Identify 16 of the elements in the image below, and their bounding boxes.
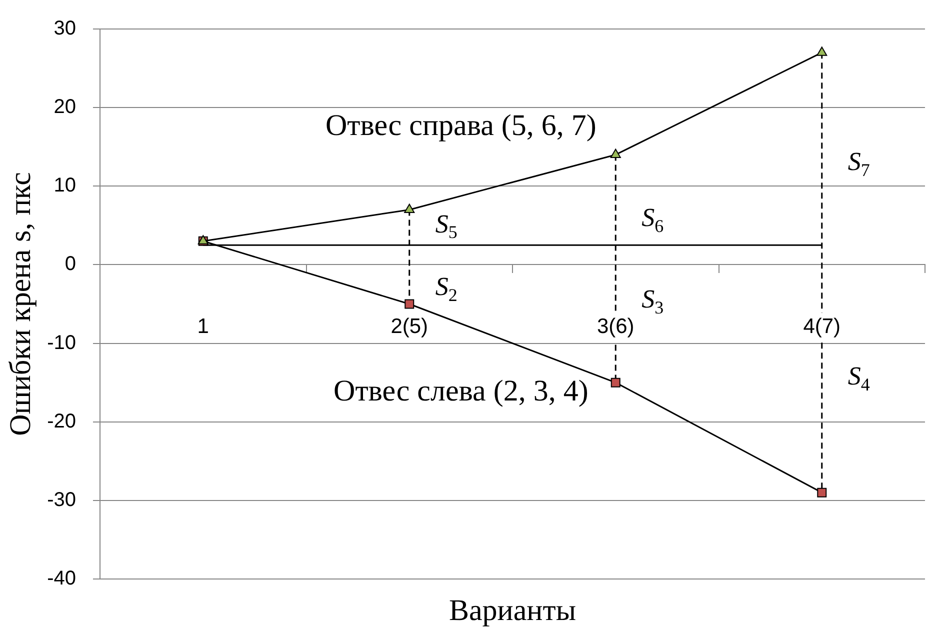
x-tick-label: 4(7) bbox=[803, 315, 841, 338]
y-axis-title: Ошибки крена s, пкс bbox=[4, 172, 37, 436]
y-tick-label: 30 bbox=[54, 18, 76, 40]
series-label: Отвес справа (5, 6, 7) bbox=[325, 108, 596, 142]
y-tick-label: 0 bbox=[64, 253, 76, 276]
series-label: Отвес слева (2, 3, 4) bbox=[334, 374, 588, 408]
x-tick-label: 3(6) bbox=[596, 315, 634, 338]
y-tick-label: -10 bbox=[47, 332, 76, 354]
y-tick-label: -20 bbox=[47, 410, 76, 432]
x-axis-title: Варианты bbox=[448, 594, 576, 627]
y-tick-label: 10 bbox=[54, 174, 76, 197]
x-tick-label: 1 bbox=[197, 315, 209, 338]
x-tick-label: 2(5) bbox=[390, 315, 428, 338]
y-tick-label: 20 bbox=[54, 96, 76, 118]
y-tick-label: -40 bbox=[47, 568, 76, 590]
y-tick-label: -30 bbox=[47, 488, 76, 511]
